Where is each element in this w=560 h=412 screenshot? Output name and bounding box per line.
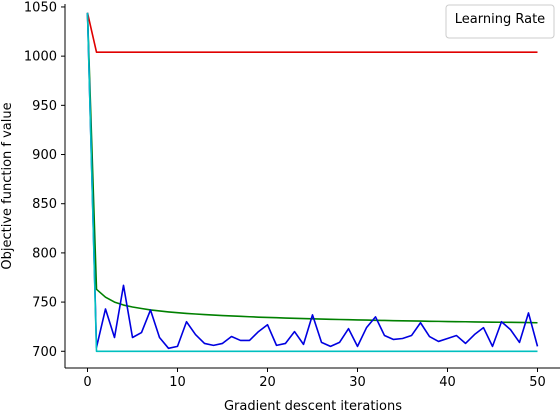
y-tick-label: 1000 [24, 50, 57, 65]
x-axis-label: Gradient descent iterations [224, 399, 402, 412]
x-ticks: 0 10 20 30 40 50 [83, 368, 546, 390]
axes [64, 4, 560, 369]
y-tick-label: 950 [32, 99, 57, 114]
y-ticks: 700 750 800 850 900 950 1000 1050 [24, 0, 65, 360]
series-line-1 [86, 12, 538, 54]
x-tick-label: 0 [83, 375, 91, 390]
legend-title: Learning Rate [455, 12, 545, 27]
x-tick-label: 10 [169, 375, 186, 390]
y-tick-label: 750 [32, 296, 57, 311]
y-axis-label: Objective function f value [0, 102, 15, 269]
x-tick-label: 40 [439, 375, 456, 390]
y-tick-label: 1050 [24, 0, 57, 15]
legend-box [445, 4, 555, 39]
plot-lines [86, 12, 539, 353]
y-tick-label: 900 [32, 148, 57, 163]
x-tick-label: 50 [529, 375, 546, 390]
y-tick-label: 850 [32, 197, 57, 212]
y-tick-label: 700 [32, 345, 57, 360]
series-line-3 [86, 12, 539, 350]
y-tick-label: 800 [32, 246, 57, 261]
series-line-2 [86, 12, 538, 324]
legend: Learning Rate [445, 4, 555, 39]
series-line-4 [86, 12, 538, 353]
x-tick-label: 30 [349, 375, 366, 390]
x-tick-label: 20 [259, 375, 276, 390]
